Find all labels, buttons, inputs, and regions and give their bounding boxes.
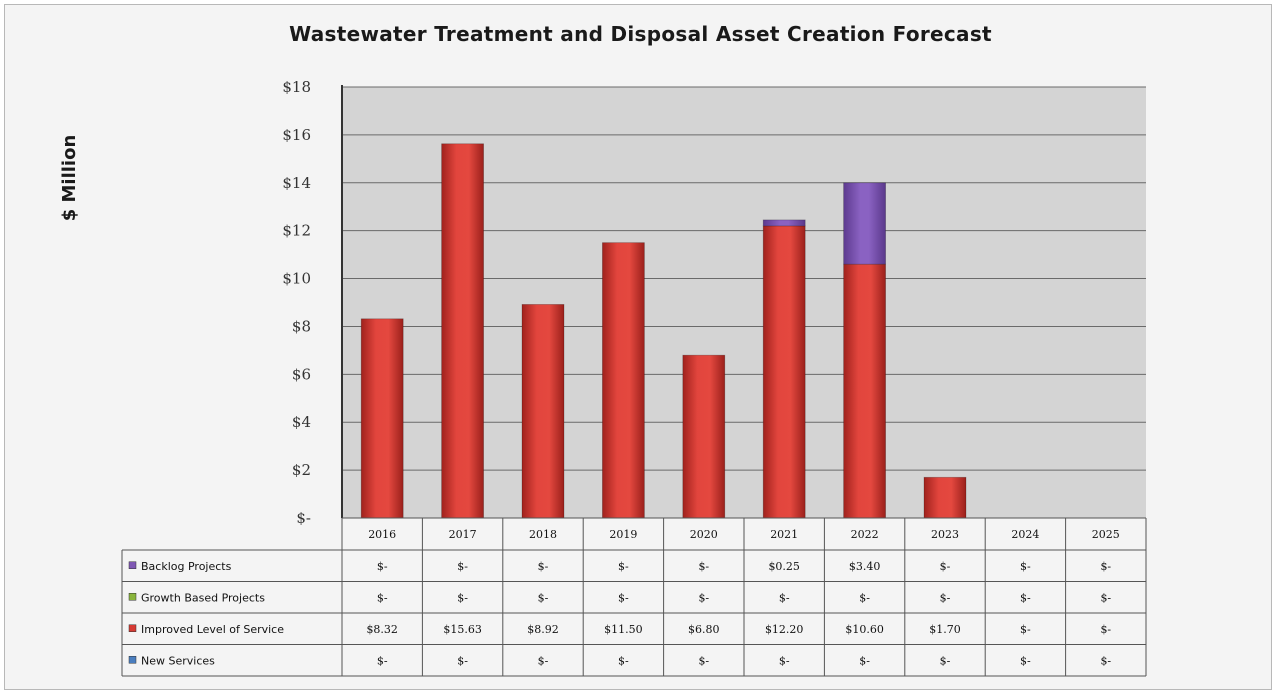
y-tick-label: $8 <box>292 317 311 335</box>
table-cell: $- <box>457 654 468 667</box>
y-tick-label: $14 <box>282 174 311 192</box>
table-cell: $- <box>940 560 951 573</box>
table-cell: $- <box>698 591 709 604</box>
table-cell: $- <box>618 560 629 573</box>
table-cell: $- <box>377 591 388 604</box>
legend-swatch <box>128 656 137 664</box>
table-cell: $1.70 <box>929 623 961 636</box>
table-cell: $- <box>779 591 790 604</box>
y-tick-label: $12 <box>282 222 311 240</box>
table-cell: $10.60 <box>845 623 884 636</box>
x-category-label: 2025 <box>1092 528 1120 541</box>
bar-improved-level-of-service-2019 <box>602 242 645 519</box>
legend-label: New Services <box>141 654 215 667</box>
table-cell: $6.80 <box>688 623 720 636</box>
bar-improved-level-of-service-2018 <box>521 304 565 519</box>
table-cell: $- <box>618 591 629 604</box>
table-cell: $- <box>457 560 468 573</box>
table-cell: $- <box>940 591 951 604</box>
legend-label: Growth Based Projects <box>141 591 265 604</box>
y-tick-label: $16 <box>282 126 311 144</box>
table-cell: $- <box>618 654 629 667</box>
table-cell: $- <box>1100 623 1111 636</box>
legend-swatch <box>128 593 137 601</box>
table-cell: $0.25 <box>768 560 800 573</box>
y-tick-label: $- <box>296 509 311 527</box>
table-cell: $- <box>779 654 790 667</box>
legend-label: Backlog Projects <box>141 560 232 573</box>
table-cell: $- <box>1020 560 1031 573</box>
y-tick-label: $10 <box>282 270 311 288</box>
table-cell: $- <box>698 560 709 573</box>
bar-improved-level-of-service-2022 <box>843 263 886 519</box>
y-tick-label: $2 <box>292 461 311 479</box>
y-tick-label: $4 <box>292 413 311 431</box>
x-category-label: 2017 <box>449 528 477 541</box>
table-cell: $12.20 <box>765 623 804 636</box>
y-tick-label: $18 <box>282 78 311 96</box>
legend-swatch <box>128 561 137 569</box>
x-category-label: 2019 <box>609 528 637 541</box>
bar-improved-level-of-service-2017 <box>441 143 485 519</box>
table-cell: $- <box>940 654 951 667</box>
table-cell: $- <box>1020 654 1031 667</box>
table-cell: $- <box>1100 560 1111 573</box>
table-cell: $- <box>1100 591 1111 604</box>
x-category-label: 2023 <box>931 528 959 541</box>
table-cell: $- <box>538 591 549 604</box>
bar-backlog-projects-2021 <box>762 219 806 227</box>
table-cell: $- <box>538 560 549 573</box>
bar-improved-level-of-service-2021 <box>762 225 806 519</box>
table-cell: $15.63 <box>443 623 482 636</box>
chart-title: Wastewater Treatment and Disposal Asset … <box>289 22 992 46</box>
y-tick-label: $6 <box>292 365 311 383</box>
table-cell: $- <box>1100 654 1111 667</box>
x-category-label: 2022 <box>851 528 879 541</box>
table-cell: $- <box>377 654 388 667</box>
table-cell: $- <box>457 591 468 604</box>
x-category-label: 2024 <box>1011 528 1039 541</box>
x-category-label: 2020 <box>690 528 718 541</box>
table-cell: $- <box>859 591 870 604</box>
x-category-label: 2018 <box>529 528 557 541</box>
bar-improved-level-of-service-2020 <box>682 354 726 519</box>
legend-label: Improved Level of Service <box>141 623 284 636</box>
x-category-label: 2021 <box>770 528 798 541</box>
table-cell: $- <box>538 654 549 667</box>
bar-improved-level-of-service-2023 <box>923 476 967 519</box>
bar-improved-level-of-service-2016 <box>360 318 404 519</box>
table-cell: $8.92 <box>527 623 559 636</box>
table-cell: $- <box>1020 623 1031 636</box>
table-cell: $11.50 <box>604 623 643 636</box>
table-cell: $8.32 <box>366 623 398 636</box>
table-cell: $- <box>698 654 709 667</box>
x-category-label: 2016 <box>368 528 396 541</box>
table-cell: $3.40 <box>849 560 881 573</box>
bar-backlog-projects-2022 <box>843 182 886 265</box>
legend-swatch <box>128 624 137 632</box>
table-cell: $- <box>1020 591 1031 604</box>
table-cell: $- <box>377 560 388 573</box>
table-cell: $- <box>859 654 870 667</box>
